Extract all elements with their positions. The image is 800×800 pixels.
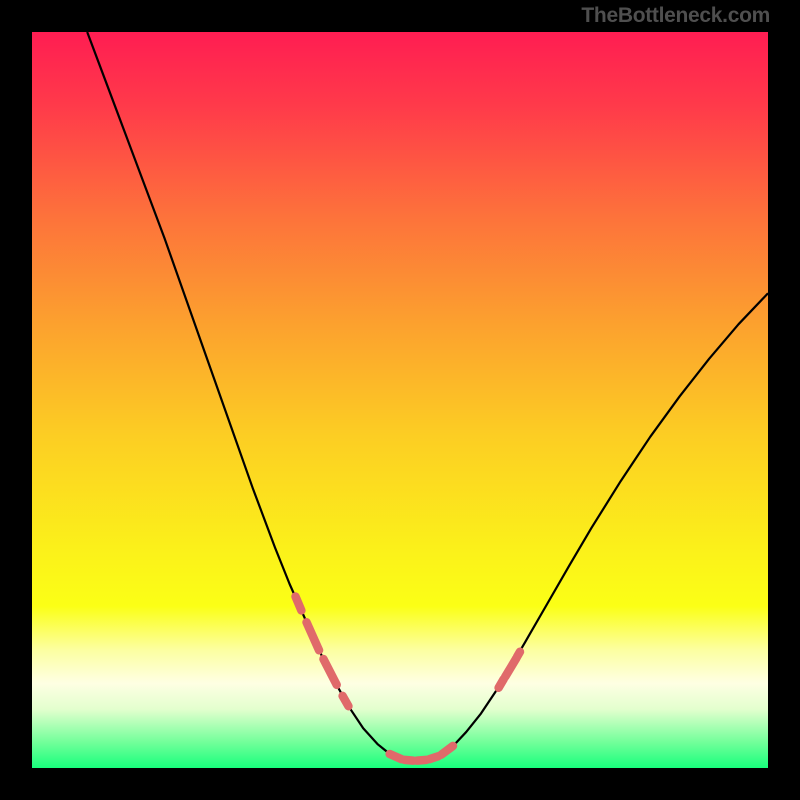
gradient-background [32, 32, 768, 768]
marker-segment [343, 696, 349, 706]
chart-frame: TheBottleneck.com [0, 0, 800, 800]
marker-segment [404, 760, 413, 761]
marker-segment [517, 652, 520, 657]
plot-area [32, 32, 768, 768]
watermark-text: TheBottleneck.com [581, 4, 770, 28]
marker-segment [390, 754, 402, 759]
marker-segment [429, 756, 438, 759]
marker-segment [417, 760, 427, 761]
chart-svg [32, 32, 768, 768]
marker-segment [295, 597, 301, 611]
